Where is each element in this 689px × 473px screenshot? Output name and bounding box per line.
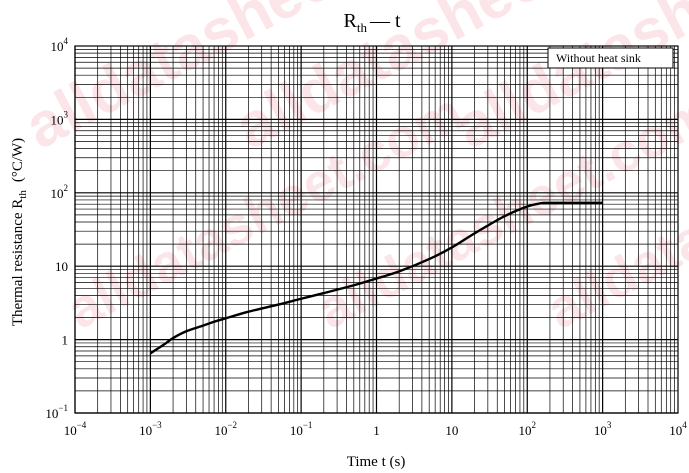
x-tick-label: 104 <box>669 420 687 438</box>
x-axis-label: Time t (s) <box>347 454 406 470</box>
x-tick-label: 10−3 <box>139 420 162 438</box>
x-tick-label: 103 <box>594 420 612 438</box>
chart-title: Rth — t <box>343 10 400 35</box>
x-tick-label: 10−2 <box>214 420 237 438</box>
y-tick-label: 104 <box>51 36 69 54</box>
legend-label: Without heat sink <box>556 51 641 65</box>
x-tick-label: 102 <box>519 420 537 438</box>
legend-box: Without heat sink <box>547 47 674 69</box>
y-tick-label: 10 <box>55 259 68 274</box>
y-tick-label: 102 <box>51 183 69 201</box>
y-axis-label: Thermal resistance Rth(°C/W) <box>10 138 29 326</box>
y-tick-label: 103 <box>51 109 69 127</box>
y-tick-label: 10−1 <box>45 403 68 421</box>
y-tick-label: 1 <box>62 333 69 348</box>
series-line <box>149 201 603 355</box>
x-tick-label: 10 <box>445 423 458 438</box>
y-tick-labels: 10−1 1 10 102 103 104 <box>45 36 68 421</box>
x-tick-label: 10−4 <box>64 420 87 438</box>
plot-frame <box>74 45 679 414</box>
x-tick-label: 10−1 <box>290 420 313 438</box>
x-tick-label: 1 <box>373 423 380 438</box>
x-tick-labels: 10−4 10−3 10−2 10−1 1 10 102 103 104 <box>64 420 688 438</box>
